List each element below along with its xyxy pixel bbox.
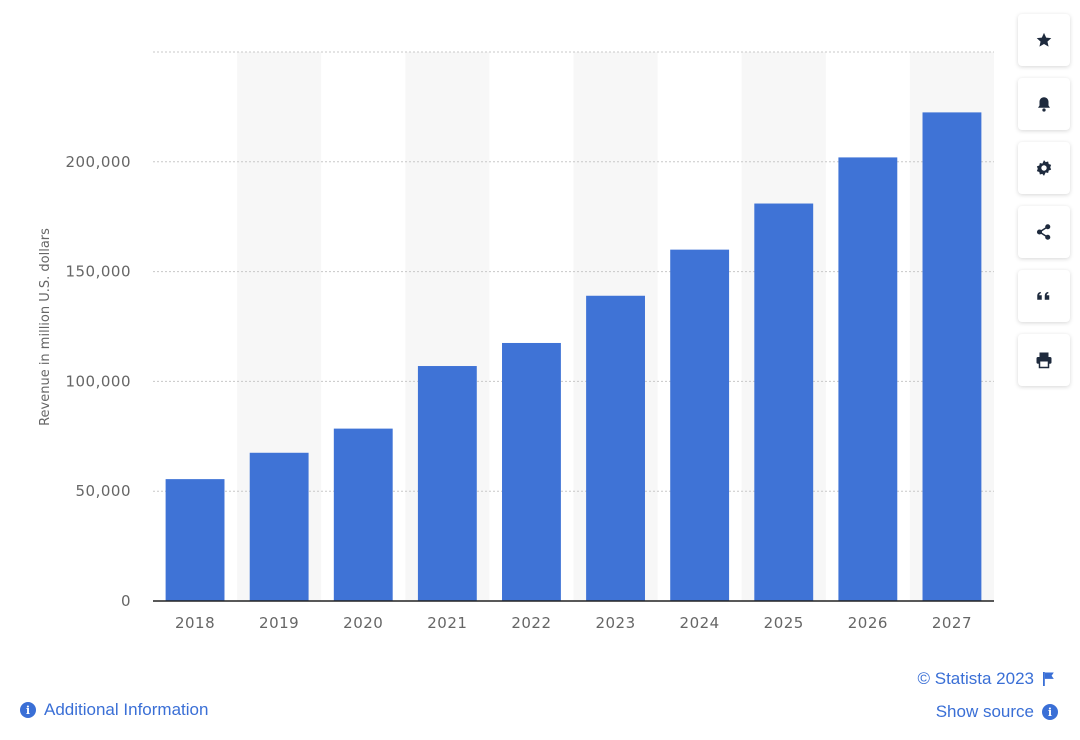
x-tick-label: 2025 <box>764 614 804 632</box>
info-icon: i <box>20 702 36 718</box>
bar-2025[interactable] <box>754 203 814 602</box>
x-tick-label: 2027 <box>932 614 972 632</box>
side-toolbar <box>1018 14 1072 398</box>
notify-button[interactable] <box>1018 78 1070 130</box>
bar-2022[interactable] <box>502 342 561 601</box>
x-tick-label: 2024 <box>680 614 720 632</box>
show-source-text: Show source <box>935 702 1034 721</box>
bar-2026[interactable] <box>838 157 898 601</box>
x-tick-label: 2018 <box>175 614 215 632</box>
copyright-text: © Statista 2023 <box>917 669 1035 688</box>
bars <box>165 112 982 602</box>
bar-2024[interactable] <box>670 249 730 601</box>
y-axis-tick-labels: 0 50,000 100,000 150,000 200,000 <box>65 153 132 610</box>
x-tick-label: 2026 <box>848 614 888 632</box>
revenue-bar-chart: 0 50,000 100,000 150,000 200,000 2018 2019 202… <box>38 51 994 632</box>
info-icon: i <box>1042 704 1058 720</box>
x-tick-label: 2020 <box>343 614 383 632</box>
bar-2018[interactable] <box>165 479 225 601</box>
x-tick-label: 2022 <box>511 614 551 632</box>
x-tick-label: 2019 <box>259 614 299 632</box>
bar-2020[interactable] <box>333 428 393 601</box>
share-button[interactable] <box>1018 206 1070 258</box>
copyright-line: © Statista 2023 <box>918 669 1057 689</box>
gear-icon <box>1036 160 1052 176</box>
bell-icon <box>1038 97 1050 112</box>
x-tick-label: 2023 <box>595 614 635 632</box>
x-axis-tick-labels: 2018 2019 2020 2021 2022 2023 2024 2025 2026 2027 <box>175 614 972 632</box>
share-icon <box>1036 224 1051 240</box>
bar-2021[interactable] <box>417 366 477 601</box>
settings-button[interactable] <box>1018 142 1070 194</box>
quote-icon <box>1037 291 1050 300</box>
bar-2027[interactable] <box>922 112 982 601</box>
y-tick-label: 150,000 <box>65 263 131 281</box>
print-icon <box>1036 352 1052 369</box>
x-tick-label: 2021 <box>427 614 467 632</box>
flag-icon[interactable] <box>1042 671 1056 687</box>
additional-information-link[interactable]: i Additional Information <box>20 700 208 720</box>
y-tick-label: 200,000 <box>65 153 131 171</box>
bar-2023[interactable] <box>586 295 645 601</box>
y-tick-label: 0 <box>121 592 131 610</box>
y-axis-label: Revenue in million U.S. dollars <box>38 228 53 426</box>
bar-2019[interactable] <box>249 452 309 601</box>
y-tick-label: 100,000 <box>65 372 131 390</box>
additional-information-text: Additional Information <box>44 700 209 719</box>
cite-button[interactable] <box>1018 270 1070 322</box>
star-icon <box>1036 32 1052 47</box>
show-source-link[interactable]: Show source i <box>936 702 1058 722</box>
favorite-button[interactable] <box>1018 14 1070 66</box>
y-tick-label: 50,000 <box>76 482 132 500</box>
print-button[interactable] <box>1018 334 1070 386</box>
